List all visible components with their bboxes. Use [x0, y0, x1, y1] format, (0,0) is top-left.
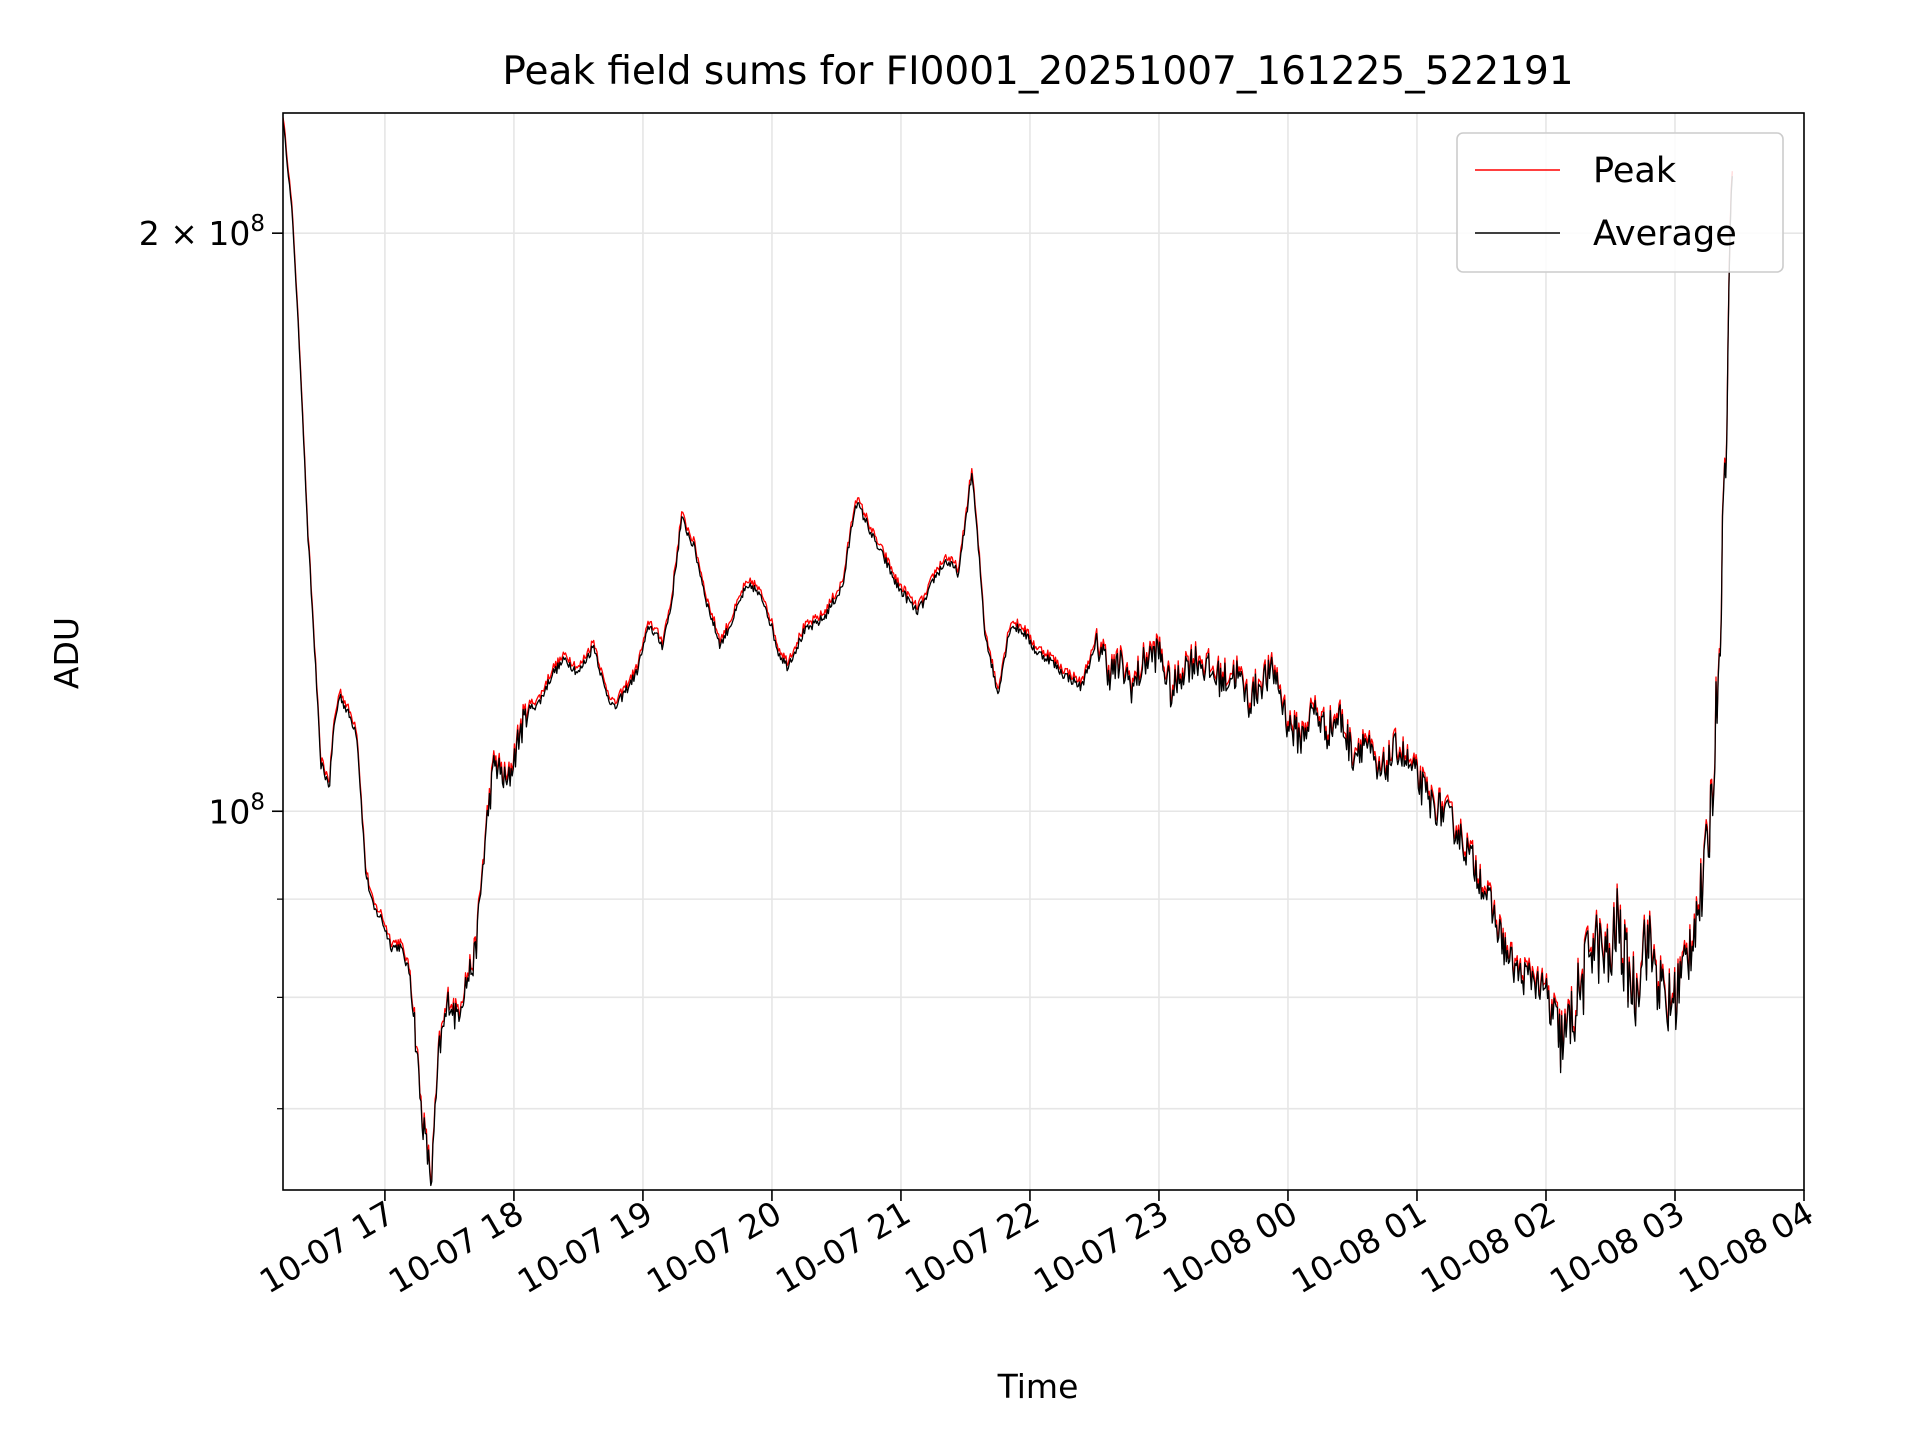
x-tick-label: 10-07 18 [382, 1193, 530, 1301]
legend-average-label: Average [1593, 214, 1737, 254]
x-axis-label: Time [997, 1367, 1079, 1406]
y-axis: 108 2 × 108 [139, 211, 283, 1110]
x-tick-label: 10-08 00 [1156, 1193, 1304, 1301]
x-tick-label: 10-08 04 [1672, 1193, 1820, 1301]
legend-box [1456, 132, 1784, 273]
y-tick-label: 108 [208, 789, 265, 831]
x-tick-label: 10-07 22 [898, 1193, 1046, 1301]
x-tick-label: 10-07 20 [640, 1193, 788, 1301]
x-tick-label: 10-08 01 [1285, 1193, 1433, 1301]
x-tick-label: 10-07 17 [253, 1193, 401, 1301]
legend: Peak Average [1456, 132, 1784, 273]
series-line-average [283, 122, 1733, 1187]
x-tick-label: 10-07 21 [769, 1193, 917, 1301]
legend-peak-label: Peak [1593, 151, 1677, 191]
y-tick-label: 2 × 108 [139, 211, 265, 253]
x-tick-label: 10-08 03 [1543, 1193, 1691, 1301]
x-tick-label: 10-07 19 [511, 1193, 659, 1301]
series-line-peak [283, 117, 1733, 1182]
y-axis-label: ADU [47, 617, 86, 689]
series-layer [283, 117, 1733, 1187]
plot-frame [282, 112, 1805, 1191]
chart-title: Peak field sums for FI0001_20251007_1612… [502, 49, 1573, 94]
x-tick-label: 10-08 02 [1414, 1193, 1562, 1301]
x-tick-label: 10-07 23 [1027, 1193, 1175, 1301]
